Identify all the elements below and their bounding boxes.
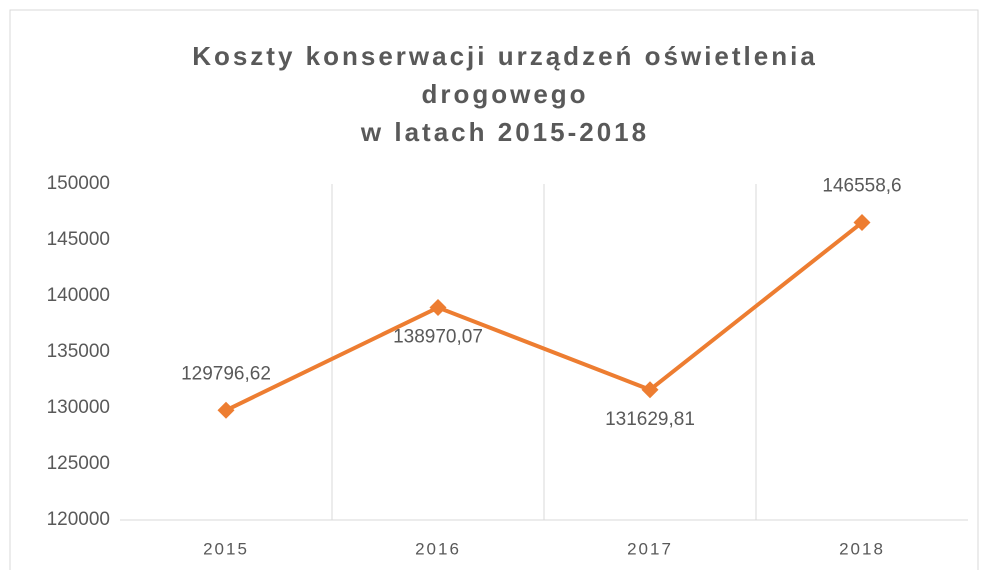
marker [429,299,447,317]
y-tick-label: 135000 [47,341,110,362]
line [225,220,864,413]
marker [641,381,659,399]
y-tick-label: 150000 [47,173,110,194]
x-tick-label: 2017 [627,539,673,558]
chart-title: Koszty konserwacji urządzeń oświetlenia [192,41,818,71]
x-tick-label: 2015 [203,539,249,558]
chart-frame [9,9,979,570]
y-tick-label: 125000 [47,453,110,474]
chart-title: drogowego [421,79,588,109]
x-tick-label: 2016 [415,539,461,558]
y-tick-label: 140000 [47,285,110,306]
x-tick-label: 2018 [839,539,885,558]
y-tick-label: 130000 [47,397,110,418]
data-label: 146558,6 [822,176,901,197]
data-label: 138970,07 [393,327,483,348]
data-label: 129796,62 [181,363,271,384]
marker [853,214,871,232]
y-tick-label: 120000 [47,509,110,530]
marker [217,401,235,419]
y-tick-label: 145000 [47,229,110,250]
data-label: 131629,81 [605,409,695,430]
chart-title: w latach 2015-2018 [360,117,649,147]
